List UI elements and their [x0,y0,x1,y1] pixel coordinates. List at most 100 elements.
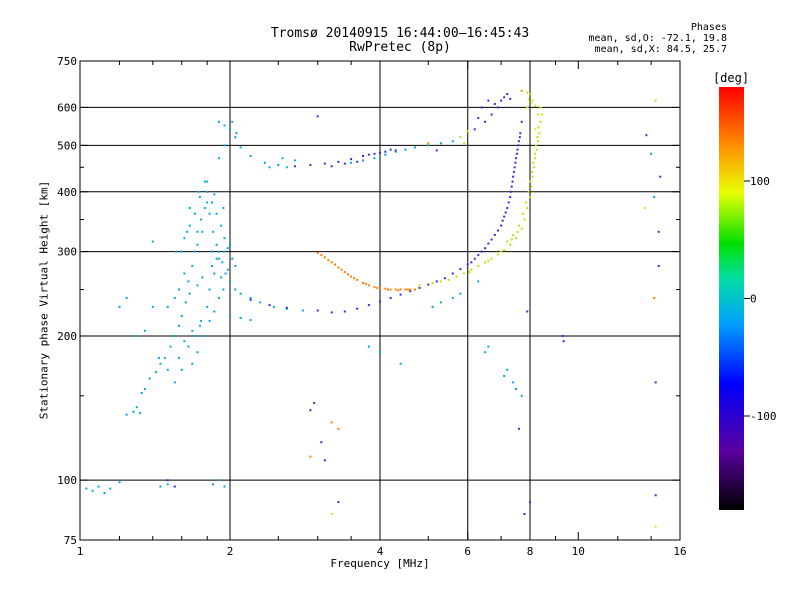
data-point [337,427,340,430]
data-point [537,126,540,129]
data-point [561,335,564,337]
x-tick-label: 10 [572,545,585,558]
data-point [367,153,370,156]
data-point [473,257,476,260]
data-point [490,238,493,241]
data-point [653,196,656,198]
data-point [517,144,520,147]
data-point [215,212,218,215]
data-point [316,115,319,118]
data-point [526,91,529,94]
data-point [451,297,454,299]
data-point [497,106,499,109]
data-point [404,148,407,151]
data-point [409,288,412,291]
data-point [503,215,506,218]
data-point [203,207,206,209]
data-point [451,272,454,275]
data-point [504,211,507,214]
data-point [249,155,252,157]
data-point [654,381,657,384]
data-point [540,113,543,116]
data-point [188,207,191,209]
data-point [193,335,196,337]
data-point [654,494,657,497]
data-point [173,485,176,488]
data-point [208,212,211,215]
data-point [231,257,234,260]
data-point [527,190,530,193]
data-point [373,152,376,155]
data-point [180,368,183,371]
data-point [132,410,135,413]
data-point [534,157,537,160]
data-point [193,212,196,215]
data-point [531,170,534,173]
data-point [539,106,542,109]
data-point [487,259,490,262]
data-point [480,250,483,253]
data-point [183,237,186,240]
data-point [653,297,656,299]
data-point [281,157,284,160]
data-point [229,243,231,246]
data-point [510,238,513,241]
data-point [337,160,340,163]
data-point [530,185,533,188]
data-point [268,166,271,169]
data-point [235,132,238,135]
data-point [220,224,223,227]
data-point [166,305,169,308]
data-point [201,276,204,279]
data-point [531,99,534,102]
data-point [301,309,304,312]
data-point [203,180,206,183]
data-point [487,242,490,245]
data-point [239,317,242,319]
data-point [394,149,397,152]
data-point [526,106,529,109]
data-point [229,280,231,283]
data-point [151,305,154,308]
data-point [200,218,203,221]
data-point [200,319,203,322]
data-point [435,280,438,283]
data-point [166,483,169,486]
data-point [539,120,542,123]
data-point [529,501,531,504]
data-point [477,117,480,120]
colorbar-label: [deg] [713,71,749,85]
data-point [157,356,160,359]
data-point [657,265,660,267]
data-point [323,256,326,259]
data-point [399,288,402,291]
data-point [389,297,392,299]
data-point [399,362,402,365]
data-point [493,234,496,236]
data-point [466,263,469,266]
data-point [538,132,541,135]
data-point [140,392,143,395]
data-point [522,212,525,215]
data-point [431,282,434,284]
data-point [537,140,539,143]
data-point [480,106,483,109]
data-point [223,237,226,240]
data-point [323,162,326,165]
data-point [365,282,367,285]
data-point [518,136,521,139]
chart-title: Tromsø 20140915 16:44:00–16:45:43 [270,26,530,41]
data-point [506,240,509,243]
colorbar [719,87,744,510]
data-point [439,301,442,304]
chart-subtitle: RwPretec (8p) [349,40,451,55]
data-point [406,288,409,291]
data-point [404,288,407,291]
data-point [148,377,151,380]
data-point [183,272,186,275]
data-point [516,148,519,151]
x-tick-label: 6 [464,545,471,558]
x-axis-label: Frequency [MHz] [330,557,430,570]
data-point [520,394,523,397]
data-point [468,271,471,273]
